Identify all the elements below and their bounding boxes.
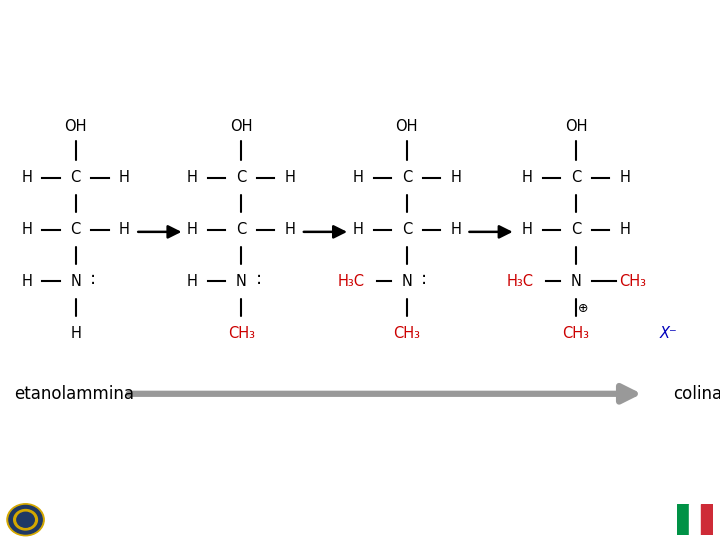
Text: X⁻: X⁻ <box>660 326 677 341</box>
Text: C: C <box>71 171 81 185</box>
Text: H: H <box>186 274 198 289</box>
Text: colina: colina <box>673 385 720 403</box>
Text: H: H <box>450 171 462 185</box>
Text: H: H <box>21 171 32 185</box>
Text: C: C <box>402 171 412 185</box>
Text: H: H <box>186 222 198 237</box>
Bar <box>701 504 713 535</box>
Text: OH: OH <box>395 119 418 133</box>
Text: N: N <box>401 274 413 289</box>
Circle shape <box>14 510 37 530</box>
Text: H: H <box>521 171 533 185</box>
Text: H: H <box>284 171 296 185</box>
Text: H: H <box>119 222 130 237</box>
Text: C: C <box>571 171 581 185</box>
Text: H: H <box>521 222 533 237</box>
Text: Università degli Studi di Perugia – Facoltà di Medicina e Chirurgia – Chimica: Università degli Studi di Perugia – Faco… <box>149 515 571 525</box>
Text: H: H <box>21 222 32 237</box>
Text: H: H <box>619 222 631 237</box>
Text: OH: OH <box>64 119 87 133</box>
Text: C: C <box>71 222 81 237</box>
Text: N: N <box>235 274 247 289</box>
Text: :: : <box>90 270 96 288</box>
Text: N: N <box>70 274 81 289</box>
Text: N: N <box>570 274 582 289</box>
Text: ⊕: ⊕ <box>578 302 588 315</box>
Text: H: H <box>619 171 631 185</box>
Text: H: H <box>450 222 462 237</box>
Text: CH₃: CH₃ <box>228 326 255 341</box>
Text: H: H <box>21 274 32 289</box>
Text: C: C <box>571 222 581 237</box>
Text: etanolammina: etanolammina <box>14 385 135 403</box>
Text: H: H <box>119 171 130 185</box>
Text: :: : <box>256 270 262 288</box>
Text: CH₃: CH₃ <box>618 274 646 289</box>
Text: H₃C: H₃C <box>506 274 534 289</box>
Text: H₃C: H₃C <box>337 274 364 289</box>
Text: H: H <box>186 171 198 185</box>
Text: OH: OH <box>564 119 588 133</box>
Circle shape <box>9 505 42 534</box>
Text: CH₃: CH₃ <box>393 326 420 341</box>
Text: H: H <box>70 326 81 341</box>
Bar <box>677 504 689 535</box>
Text: OH: OH <box>230 119 253 133</box>
Circle shape <box>17 512 35 527</box>
Text: H: H <box>352 171 364 185</box>
Text: H: H <box>352 222 364 237</box>
Text: Metilazione esauriente della etanolammina → colina: Metilazione esauriente della etanolammin… <box>7 16 579 35</box>
Text: C: C <box>236 222 246 237</box>
Circle shape <box>7 504 44 536</box>
Text: H: H <box>284 222 296 237</box>
Text: CH₃: CH₃ <box>562 326 590 341</box>
Text: C: C <box>236 171 246 185</box>
Text: :: : <box>421 270 428 288</box>
Text: C: C <box>402 222 412 237</box>
Bar <box>689 504 701 535</box>
